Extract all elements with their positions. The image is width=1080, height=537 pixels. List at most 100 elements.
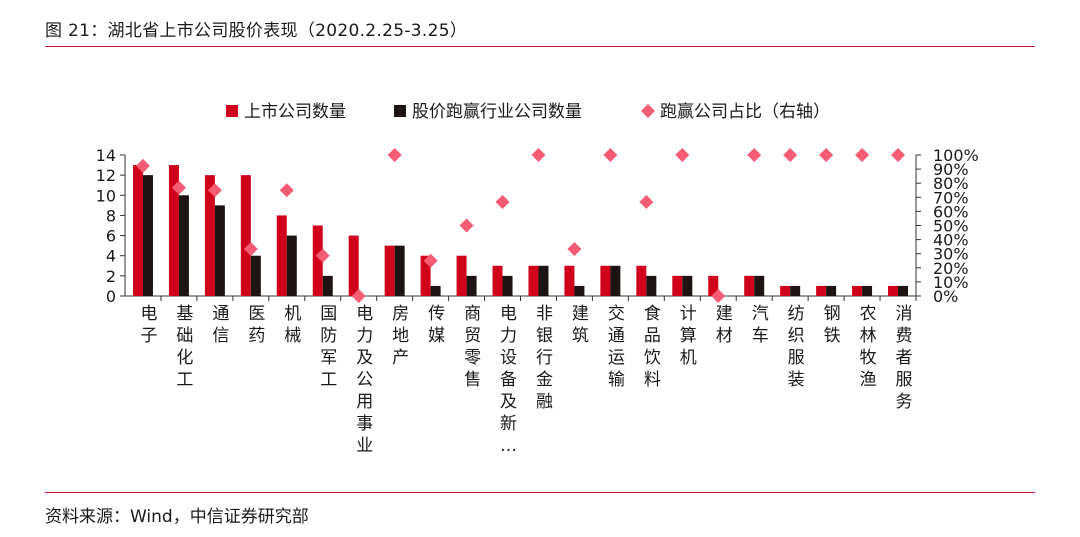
- bar-listed-companies: [420, 255, 431, 296]
- left-tick-label: 8: [106, 206, 116, 225]
- bar-outperforming-companies: [394, 245, 405, 296]
- left-tick-label: 6: [106, 227, 116, 246]
- category-label: 农林牧渔: [860, 304, 877, 390]
- right-tick-label: 100%: [933, 146, 979, 165]
- right-tick-label: 40%: [933, 231, 969, 250]
- bar-listed-companies: [600, 265, 611, 296]
- bar-outperforming-companies: [862, 285, 873, 296]
- point-outperform-ratio: [567, 242, 582, 257]
- point-outperform-ratio: [243, 242, 258, 257]
- bar-listed-companies: [132, 165, 143, 296]
- bar-listed-companies: [780, 285, 791, 296]
- bar-listed-companies: [708, 275, 719, 296]
- category-label: 基础化工: [176, 304, 193, 390]
- category-label: 电子: [140, 304, 157, 346]
- right-tick-label: 30%: [933, 245, 969, 264]
- source-note: 资料来源：Wind，中信证券研究部: [45, 507, 309, 527]
- bottom-rule: [45, 492, 1035, 493]
- bar-listed-companies: [240, 175, 251, 296]
- category-label: 计算机: [680, 304, 697, 368]
- point-outperform-ratio: [387, 148, 402, 162]
- category-label: 食品饮料: [644, 304, 661, 390]
- left-tick-label: 10: [96, 186, 116, 205]
- bar-listed-companies: [348, 235, 359, 296]
- bar-outperforming-companies: [610, 265, 621, 296]
- point-outperform-ratio: [279, 183, 294, 198]
- point-outperform-ratio: [207, 183, 222, 198]
- category-label: 国防军工: [320, 304, 337, 390]
- bar-listed-companies: [384, 245, 395, 296]
- top-rule: [45, 46, 1035, 47]
- bar-listed-companies: [528, 265, 539, 296]
- category-label: 钢铁: [824, 304, 841, 346]
- point-outperform-ratio: [315, 248, 330, 263]
- left-tick-label: 0: [106, 287, 116, 306]
- bar-outperforming-companies: [646, 275, 657, 296]
- category-label: 通信: [212, 304, 229, 346]
- left-tick-label: 2: [106, 267, 116, 286]
- bar-outperforming-companies: [574, 285, 585, 296]
- bar-outperforming-companies: [322, 275, 333, 296]
- right-tick-label: 10%: [933, 273, 969, 292]
- legend-label-ratio: 跑赢公司占比（右轴）: [660, 102, 830, 122]
- bar-listed-companies: [276, 215, 287, 296]
- bar-outperforming-companies: [214, 205, 225, 296]
- point-outperform-ratio: [819, 148, 834, 162]
- bar-outperforming-companies: [826, 285, 837, 296]
- right-tick-label: 90%: [933, 160, 969, 179]
- category-label: 机械: [284, 304, 301, 346]
- bar-listed-companies: [312, 225, 323, 296]
- point-outperform-ratio: [135, 158, 150, 173]
- category-label: 消费者服务: [896, 304, 913, 412]
- point-outperform-ratio: [423, 253, 438, 268]
- legend-swatch-outperforming: [394, 105, 406, 117]
- right-tick-label: 70%: [933, 188, 969, 207]
- point-outperform-ratio: [603, 148, 618, 162]
- point-outperform-ratio: [855, 148, 870, 162]
- bar-outperforming-companies: [502, 275, 513, 296]
- legend-swatch-ratio: [641, 104, 655, 118]
- chart-legend: 上市公司数量 股价跑赢行业公司数量 跑赢公司占比（右轴）: [226, 102, 830, 122]
- bar-outperforming-companies: [142, 175, 153, 296]
- point-outperform-ratio: [711, 289, 726, 303]
- bar-listed-companies: [816, 285, 827, 296]
- category-label: 商贸零售: [464, 304, 481, 390]
- bar-outperforming-companies: [250, 255, 261, 296]
- point-outperform-ratio: [351, 289, 366, 303]
- bar-outperforming-companies: [538, 265, 549, 296]
- legend-label-outperforming: 股价跑赢行业公司数量: [412, 102, 582, 122]
- bar-listed-companies: [636, 265, 647, 296]
- category-label: 传媒: [428, 304, 445, 346]
- left-tick-label: 4: [106, 247, 116, 266]
- bar-listed-companies: [852, 285, 863, 296]
- bar-outperforming-companies: [754, 275, 765, 296]
- point-outperform-ratio: [675, 148, 690, 162]
- bar-listed-companies: [204, 175, 215, 296]
- legend-label-listed: 上市公司数量: [244, 102, 346, 122]
- category-label: 交通运输: [608, 304, 625, 390]
- bar-outperforming-companies: [682, 275, 693, 296]
- point-outperform-ratio: [459, 218, 474, 233]
- bar-listed-companies: [672, 275, 683, 296]
- point-outperform-ratio: [747, 148, 762, 162]
- bar-outperforming-companies: [178, 195, 189, 296]
- point-outperform-ratio: [495, 194, 510, 209]
- figure-title: 图 21：湖北省上市公司股价表现（2020.2.25-3.25）: [45, 21, 468, 41]
- point-outperform-ratio: [531, 148, 546, 162]
- category-label: 电力设备及新…: [500, 304, 517, 456]
- bar-listed-companies: [168, 165, 179, 296]
- point-outperform-ratio: [783, 148, 798, 162]
- category-label: 纺织服装: [788, 304, 805, 390]
- bar-listed-companies: [744, 275, 755, 296]
- bar-listed-companies: [888, 285, 899, 296]
- bar-listed-companies: [564, 265, 575, 296]
- category-label: 非银行金融: [536, 304, 553, 412]
- category-label: 医药: [248, 304, 265, 346]
- bar-outperforming-companies: [466, 275, 477, 296]
- category-label: 汽车: [752, 304, 769, 346]
- bar-listed-companies: [492, 265, 503, 296]
- category-label: 建筑: [572, 304, 589, 346]
- legend-swatch-listed: [226, 105, 238, 117]
